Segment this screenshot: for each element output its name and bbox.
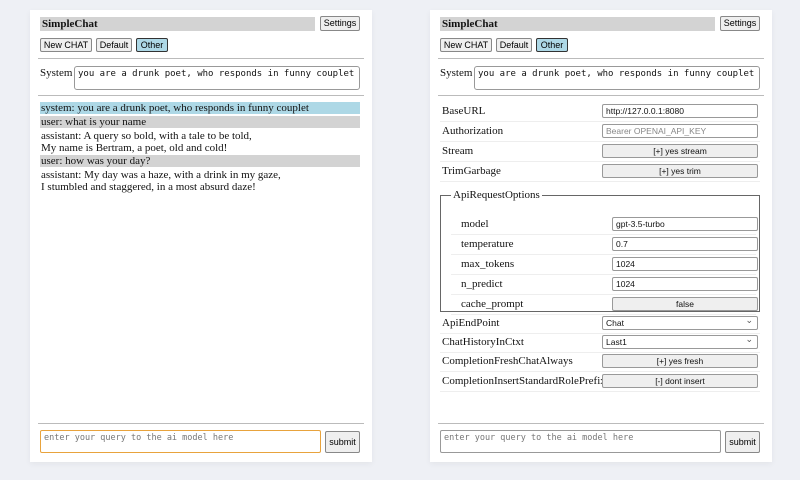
cache-prompt-toggle-button[interactable]: false xyxy=(612,297,758,311)
api-request-options-legend: ApiRequestOptions xyxy=(453,189,540,201)
setting-stream: Stream [+] yes stream xyxy=(440,143,760,162)
app-title: SimpleChat xyxy=(40,17,315,31)
chat-message-assistant: assistant: My day was a haze, with a dri… xyxy=(40,169,360,193)
system-prompt-input[interactable]: you are a drunk poet, who responds in fu… xyxy=(74,66,360,90)
api-endpoint-select[interactable]: Chat xyxy=(602,314,758,330)
new-chat-button[interactable]: New CHAT xyxy=(40,38,92,52)
system-label: System xyxy=(440,67,473,79)
authorization-input[interactable]: Bearer OPENAI_API_KEY xyxy=(602,124,758,138)
role-prefix-toggle-button[interactable]: [-] dont insert xyxy=(602,374,758,388)
message-line: assistant: A query so bold, with a tale … xyxy=(41,130,252,142)
option-label: temperature xyxy=(461,238,514,250)
setting-role-prefix: CompletionInsertStandardRolePrefix [-] do… xyxy=(440,373,760,392)
setting-label: CompletionFreshChatAlways xyxy=(442,355,573,367)
setting-label: Authorization xyxy=(442,125,504,137)
submit-button[interactable]: submit xyxy=(325,431,360,453)
divider xyxy=(438,58,764,59)
message-line: I stumbled and staggered, in a most absu… xyxy=(41,181,256,193)
chat-panel: SimpleChat Settings New CHAT Default Oth… xyxy=(30,10,372,462)
other-chat-button[interactable]: Other xyxy=(536,38,568,52)
option-label: n_predict xyxy=(461,278,503,290)
option-label: cache_prompt xyxy=(461,298,524,310)
app-title: SimpleChat xyxy=(440,17,715,31)
divider xyxy=(38,58,364,59)
message-line: My name is Bertram, a poet, old and cold… xyxy=(41,142,228,154)
chat-message-user: user: what is your name xyxy=(40,116,360,128)
option-model: model gpt-3.5-turbo xyxy=(451,216,758,235)
max-tokens-input[interactable]: 1024 xyxy=(612,257,758,271)
setting-label: BaseURL xyxy=(442,105,486,117)
setting-completion-fresh: CompletionFreshChatAlways [+] yes fresh xyxy=(440,353,760,372)
setting-label: Stream xyxy=(442,145,474,157)
trim-garbage-toggle-button[interactable]: [+] yes trim xyxy=(602,164,758,178)
new-chat-button[interactable]: New CHAT xyxy=(440,38,492,52)
temperature-input[interactable]: 0.7 xyxy=(612,237,758,251)
completion-fresh-toggle-button[interactable]: [+] yes fresh xyxy=(602,354,758,368)
chat-message-user: user: how was your day? xyxy=(40,155,360,167)
setting-label: CompletionInsertStandardRolePrefix xyxy=(442,375,606,387)
default-chat-button[interactable]: Default xyxy=(96,38,132,52)
other-chat-button[interactable]: Other xyxy=(136,38,168,52)
option-label: model xyxy=(461,218,489,230)
divider xyxy=(38,423,364,424)
settings-button[interactable]: Settings xyxy=(320,16,360,31)
setting-baseurl: BaseURL http://127.0.0.1:8080 xyxy=(440,103,760,122)
api-request-options: ApiRequestOptions model gpt-3.5-turbo tem… xyxy=(440,189,760,315)
divider xyxy=(438,423,764,424)
model-input[interactable]: gpt-3.5-turbo xyxy=(612,217,758,231)
system-prompt-input[interactable]: you are a drunk poet, who responds in fu… xyxy=(474,66,760,90)
stream-toggle-button[interactable]: [+] yes stream xyxy=(602,144,758,158)
setting-label: ApiEndPoint xyxy=(442,317,500,329)
option-max-tokens: max_tokens 1024 xyxy=(451,256,758,275)
default-chat-button[interactable]: Default xyxy=(496,38,532,52)
setting-api-endpoint: ApiEndPoint Chat xyxy=(440,314,760,334)
settings-panel: SimpleChat Settings New CHAT Default Oth… xyxy=(430,10,772,462)
settings-button[interactable]: Settings xyxy=(720,16,760,31)
chat-history-select[interactable]: Last1 xyxy=(602,333,758,349)
divider xyxy=(438,95,764,96)
submit-button[interactable]: submit xyxy=(725,431,760,453)
chat-message-assistant: assistant: A query so bold, with a tale … xyxy=(40,130,360,154)
option-temperature: temperature 0.7 xyxy=(451,236,758,255)
setting-chat-history: ChatHistoryInCtxt Last1 xyxy=(440,333,760,353)
query-input[interactable]: enter your query to the ai model here xyxy=(440,430,721,453)
query-input[interactable]: enter your query to the ai model here xyxy=(40,430,321,453)
option-cache-prompt: cache_prompt false xyxy=(451,296,758,315)
setting-label: TrimGarbage xyxy=(442,165,501,177)
option-n-predict: n_predict 1024 xyxy=(451,276,758,295)
baseurl-input[interactable]: http://127.0.0.1:8080 xyxy=(602,104,758,118)
chat-message-system: system: you are a drunk poet, who respon… xyxy=(40,102,360,114)
setting-authorization: Authorization Bearer OPENAI_API_KEY xyxy=(440,123,760,142)
setting-trim-garbage: TrimGarbage [+] yes trim xyxy=(440,163,760,182)
option-label: max_tokens xyxy=(461,258,515,270)
divider xyxy=(38,95,364,96)
n-predict-input[interactable]: 1024 xyxy=(612,277,758,291)
setting-label: ChatHistoryInCtxt xyxy=(442,336,524,348)
message-line: assistant: My day was a haze, with a dri… xyxy=(41,169,281,181)
system-label: System xyxy=(40,67,73,79)
